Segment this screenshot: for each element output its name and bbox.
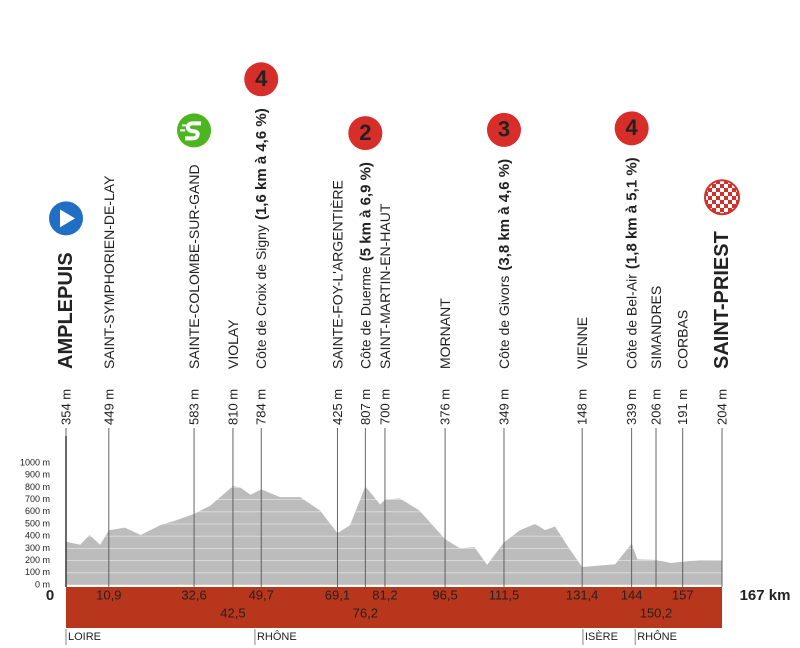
climb-category: 3 xyxy=(498,117,510,142)
km-label: 0 xyxy=(46,587,54,604)
km-label: 42,5 xyxy=(220,605,245,620)
km-label: 32,6 xyxy=(181,587,206,602)
waypoint-altitude: 206 m xyxy=(648,389,663,425)
waypoint-name-text: Côte de Bel-Air xyxy=(623,274,639,369)
km-label: 150,2 xyxy=(640,605,673,620)
y-tick-label: 800 m xyxy=(25,482,50,492)
climb-category: 2 xyxy=(359,120,371,145)
climb-category: 4 xyxy=(255,66,268,91)
waypoint-name-text: SAINTE-FOY-L'ARGENTIÈRE xyxy=(329,180,345,369)
waypoint-altitude: 700 m xyxy=(377,389,392,425)
waypoint-name-text: VIOLAY xyxy=(225,319,241,369)
waypoint-altitude: 191 m xyxy=(675,389,690,425)
climb-category: 4 xyxy=(626,115,639,140)
waypoint-name: Côte de Croix de Signy (1,6 km à 4,6 %) xyxy=(253,108,270,369)
waypoint-name-text: Côte de Givors xyxy=(496,276,512,369)
waypoint-name-text: SAINTE-COLOMBE-SUR-GAND xyxy=(186,164,202,369)
waypoint-name-text: Côte de Croix de Signy xyxy=(253,225,269,369)
waypoint-name: MORNANT xyxy=(437,298,453,369)
waypoint-name: SAINTE-COLOMBE-SUR-GAND xyxy=(186,164,202,369)
y-tick-label: 900 m xyxy=(25,470,50,480)
waypoint-name: Côte de Givors (3,8 km à 4,6 %) xyxy=(496,159,513,369)
y-tick-label: 100 m xyxy=(25,567,50,577)
y-tick-label: 700 m xyxy=(25,494,50,504)
waypoint-name: SAINT-MARTIN-EN-HAUT xyxy=(377,203,393,369)
waypoint-name: Côte de Bel-Air (1,8 km à 5,1 %) xyxy=(623,157,640,369)
waypoint-altitude: 376 m xyxy=(438,389,453,425)
waypoint-name-text: AMPLEPUIS xyxy=(55,252,77,369)
waypoint-name: AMPLEPUIS xyxy=(55,252,77,369)
region-name: ISÈRE xyxy=(585,630,618,643)
climb-detail: (5 km à 6,9 %) xyxy=(357,162,374,261)
km-label: 157 xyxy=(672,587,694,602)
region-name: RHÔNE xyxy=(257,630,297,643)
waypoint-name: SAINT-SYMPHORIEN-DE-LAY xyxy=(101,175,117,369)
waypoint-altitude: 784 m xyxy=(254,389,269,425)
waypoint-name: VIENNE xyxy=(574,317,590,369)
y-tick-label: 400 m xyxy=(25,531,50,541)
km-label: 69,1 xyxy=(325,587,350,602)
climb-detail: (1,8 km à 5,1 %) xyxy=(624,157,641,269)
climb-badge xyxy=(348,116,383,151)
waypoint-altitude: 354 m xyxy=(58,389,73,425)
waypoint-name-text: CORBAS xyxy=(674,310,690,369)
y-tick-label: 500 m xyxy=(25,518,50,528)
waypoint-name-text: SAINT-PRIEST xyxy=(711,231,733,369)
start-arrow xyxy=(60,209,75,228)
km-label: 167 km xyxy=(740,587,791,604)
y-tick-label: 300 m xyxy=(25,543,50,553)
waypoint-altitude: 449 m xyxy=(101,389,116,425)
km-label: 131,4 xyxy=(566,587,599,602)
km-label: 81,2 xyxy=(372,587,397,602)
km-label: 111,5 xyxy=(489,587,520,602)
climb-badge xyxy=(614,111,649,146)
waypoint-altitude: 425 m xyxy=(330,389,345,425)
waypoint-altitude: 810 m xyxy=(225,389,240,425)
km-label: 144 xyxy=(621,587,643,602)
climb-detail: (1,6 km à 4,6 %) xyxy=(253,108,270,220)
waypoint-altitude: 583 m xyxy=(186,389,201,425)
sprint-s xyxy=(185,121,202,141)
climb-badge xyxy=(486,112,521,147)
y-tick-label: 1000 m xyxy=(20,457,50,467)
km-label: 76,2 xyxy=(353,605,378,620)
waypoint-altitude: 349 m xyxy=(496,389,511,425)
km-label: 96,5 xyxy=(432,587,457,602)
waypoint-altitude: 148 m xyxy=(575,389,590,425)
waypoint-name-text: SAINT-MARTIN-EN-HAUT xyxy=(377,203,393,369)
waypoint-name-text: Côte de Duerme xyxy=(357,266,373,369)
waypoint-name-text: MORNANT xyxy=(437,298,453,369)
waypoint-altitude: 807 m xyxy=(358,389,373,425)
distance-band xyxy=(66,587,722,628)
waypoint-name: SIMANDRES xyxy=(648,286,664,369)
region-name: LOIRE xyxy=(68,631,101,643)
km-label: 10,9 xyxy=(96,587,121,602)
climb-detail: (3,8 km à 4,6 %) xyxy=(496,159,513,271)
climb-badge xyxy=(244,62,279,97)
waypoint-name: CORBAS xyxy=(674,310,690,369)
y-tick-label: 0 m xyxy=(35,579,50,589)
waypoint-altitude: 204 m xyxy=(714,389,729,425)
waypoint-name-text: VIENNE xyxy=(574,317,590,369)
elevation-profile xyxy=(66,486,722,585)
km-label: 49,7 xyxy=(249,587,274,602)
sprint-lines xyxy=(180,124,187,132)
waypoint-altitude: 339 m xyxy=(624,389,639,425)
waypoint-name-text: SAINT-SYMPHORIEN-DE-LAY xyxy=(101,175,117,369)
waypoint-name-text: SIMANDRES xyxy=(648,286,664,369)
waypoint-name: SAINTE-FOY-L'ARGENTIÈRE xyxy=(329,180,345,369)
y-tick-label: 200 m xyxy=(25,555,50,565)
waypoint-name: Côte de Duerme (5 km à 6,9 %) xyxy=(357,162,374,369)
region-name: RHÔNE xyxy=(637,630,677,643)
y-tick-label: 600 m xyxy=(25,506,50,516)
finish-icon xyxy=(704,179,740,216)
waypoint-name: SAINT-PRIEST xyxy=(711,231,733,369)
waypoint-name: VIOLAY xyxy=(225,319,241,369)
